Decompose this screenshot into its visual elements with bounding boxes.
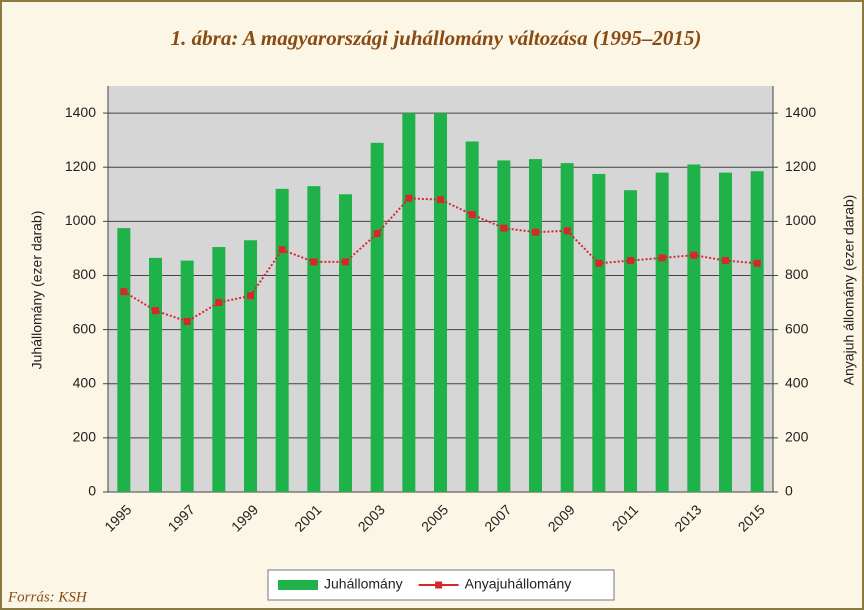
bar [750, 171, 764, 492]
bar [719, 172, 732, 492]
bar [655, 172, 669, 492]
bar [402, 113, 416, 493]
bar [592, 173, 606, 492]
line-marker [342, 258, 349, 266]
line-marker [563, 227, 571, 235]
bar [529, 159, 542, 492]
y-tick-label: 400 [73, 374, 97, 390]
y2-tick-label: 1000 [785, 212, 816, 228]
source: Forrás: KSH [7, 589, 88, 605]
bar [117, 228, 131, 492]
line-marker [532, 228, 539, 236]
bar [275, 188, 289, 492]
line-marker [437, 196, 444, 204]
line-marker [310, 258, 318, 266]
line-marker [690, 251, 698, 259]
bar [624, 190, 637, 492]
line-marker [373, 230, 381, 238]
line-marker [405, 194, 413, 202]
line-marker [627, 257, 634, 265]
y2-tick-label: 0 [785, 483, 793, 499]
y2-axis-title: Anyajuh állomány (ezer darab) [841, 195, 857, 386]
bar [180, 260, 194, 492]
y-tick-label: 200 [73, 429, 97, 445]
y-axis-title: Juhállomány (ezer darab) [29, 211, 45, 370]
bar [212, 247, 226, 492]
line-marker [183, 317, 191, 325]
chart-title: 1. ábra: A magyarországi juhállomány vál… [171, 26, 702, 50]
y2-tick-label: 600 [785, 320, 809, 336]
line-marker [120, 288, 128, 296]
legend-label: Anyajuhállomány [465, 576, 572, 592]
bar [307, 186, 321, 492]
line-marker [215, 299, 223, 307]
y2-tick-label: 1400 [785, 104, 816, 120]
line-marker [722, 257, 729, 265]
y-tick-label: 1200 [65, 158, 96, 174]
bar [339, 194, 352, 492]
line-marker [247, 292, 254, 300]
y-tick-label: 1400 [65, 104, 96, 120]
line-marker [152, 307, 159, 315]
legend-swatch [278, 580, 318, 590]
line-marker [278, 246, 286, 254]
line-marker [500, 224, 508, 232]
bar [560, 163, 574, 492]
bar [497, 160, 511, 492]
y2-tick-label: 1200 [785, 158, 816, 174]
bar [149, 257, 162, 492]
line-marker [753, 259, 761, 267]
line-marker [468, 211, 476, 219]
y-tick-label: 800 [73, 266, 97, 282]
y2-tick-label: 800 [785, 266, 809, 282]
y2-tick-label: 400 [785, 374, 809, 390]
y-tick-label: 600 [73, 320, 97, 336]
bar [465, 141, 479, 492]
bar [370, 142, 384, 492]
line-marker [595, 259, 603, 267]
bar [687, 164, 701, 492]
legend-swatch-marker [435, 581, 443, 589]
y2-tick-label: 200 [785, 429, 809, 445]
legend-label: Juhállomány [324, 576, 403, 592]
bar [244, 240, 257, 492]
y-tick-label: 1000 [65, 212, 96, 228]
line-marker [658, 254, 666, 262]
bar [434, 113, 447, 493]
y-tick-label: 0 [88, 483, 96, 499]
